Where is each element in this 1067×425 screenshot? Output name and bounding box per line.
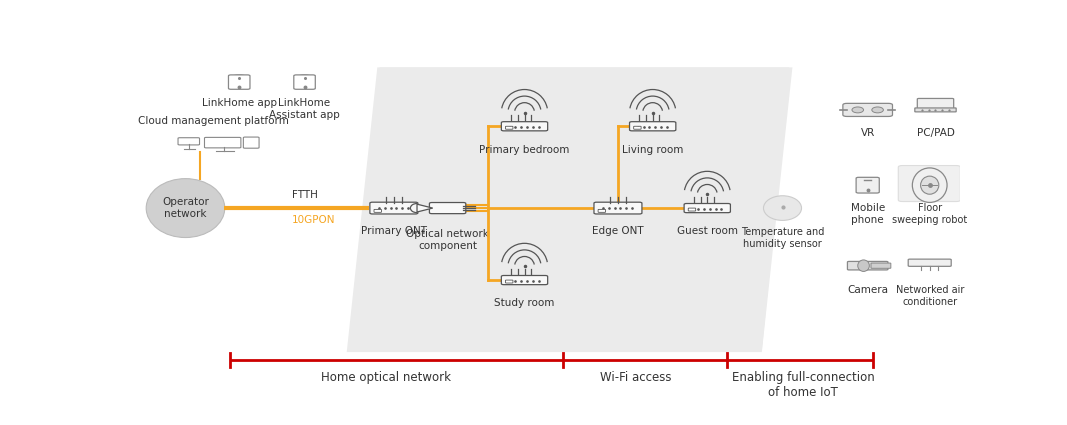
- Text: VR: VR: [861, 128, 875, 138]
- Text: Home optical network: Home optical network: [320, 371, 450, 384]
- Ellipse shape: [872, 107, 883, 113]
- Text: Study room: Study room: [494, 298, 555, 309]
- FancyBboxPatch shape: [205, 137, 241, 148]
- Text: Living room: Living room: [622, 145, 683, 155]
- FancyBboxPatch shape: [856, 177, 879, 193]
- Ellipse shape: [146, 178, 225, 238]
- Ellipse shape: [921, 176, 939, 194]
- Text: Primary ONT: Primary ONT: [361, 227, 427, 236]
- FancyBboxPatch shape: [178, 138, 200, 145]
- FancyBboxPatch shape: [898, 166, 960, 201]
- FancyBboxPatch shape: [684, 204, 731, 212]
- Text: Optical network
component: Optical network component: [407, 230, 489, 251]
- FancyBboxPatch shape: [501, 122, 547, 131]
- FancyBboxPatch shape: [429, 203, 466, 214]
- Text: Guest room: Guest room: [676, 227, 737, 236]
- FancyBboxPatch shape: [843, 103, 892, 116]
- FancyBboxPatch shape: [630, 122, 675, 131]
- Text: Cloud management platform: Cloud management platform: [138, 116, 288, 127]
- FancyBboxPatch shape: [370, 202, 418, 214]
- FancyBboxPatch shape: [908, 259, 951, 266]
- Text: Networked air
conditioner: Networked air conditioner: [895, 285, 964, 307]
- FancyBboxPatch shape: [228, 75, 250, 89]
- Ellipse shape: [858, 260, 870, 272]
- Polygon shape: [417, 204, 433, 212]
- Text: Edge ONT: Edge ONT: [592, 227, 643, 236]
- FancyBboxPatch shape: [634, 126, 641, 129]
- Polygon shape: [348, 68, 790, 351]
- Text: Wi-Fi access: Wi-Fi access: [601, 371, 672, 384]
- FancyBboxPatch shape: [506, 126, 513, 129]
- FancyBboxPatch shape: [914, 108, 956, 112]
- Text: Operator
network: Operator network: [162, 197, 209, 219]
- Text: Mobile
phone: Mobile phone: [850, 204, 885, 225]
- Ellipse shape: [851, 107, 863, 113]
- FancyBboxPatch shape: [594, 202, 642, 214]
- FancyBboxPatch shape: [501, 275, 547, 285]
- Text: LinkHome
Assistant app: LinkHome Assistant app: [269, 99, 340, 120]
- FancyBboxPatch shape: [293, 75, 316, 89]
- FancyBboxPatch shape: [375, 210, 382, 212]
- Text: PC/PAD: PC/PAD: [917, 128, 954, 138]
- FancyBboxPatch shape: [847, 261, 888, 270]
- Polygon shape: [351, 69, 786, 349]
- Ellipse shape: [912, 168, 947, 202]
- Text: Enabling full-connection
of home IoT: Enabling full-connection of home IoT: [732, 371, 875, 399]
- Text: Primary bedroom: Primary bedroom: [479, 145, 570, 155]
- Ellipse shape: [764, 196, 801, 221]
- Text: Camera: Camera: [847, 285, 888, 295]
- FancyBboxPatch shape: [918, 99, 954, 110]
- Text: Floor
sweeping robot: Floor sweeping robot: [892, 204, 968, 225]
- FancyBboxPatch shape: [688, 208, 696, 211]
- Text: 10GPON: 10GPON: [292, 215, 336, 225]
- Text: LinkHome app: LinkHome app: [202, 99, 276, 108]
- FancyBboxPatch shape: [599, 210, 606, 212]
- Text: FTTH: FTTH: [292, 190, 318, 200]
- FancyBboxPatch shape: [506, 280, 513, 283]
- Text: Temperature and
humidity sensor: Temperature and humidity sensor: [740, 227, 824, 249]
- FancyBboxPatch shape: [871, 263, 891, 268]
- Polygon shape: [347, 68, 793, 352]
- FancyBboxPatch shape: [243, 137, 259, 148]
